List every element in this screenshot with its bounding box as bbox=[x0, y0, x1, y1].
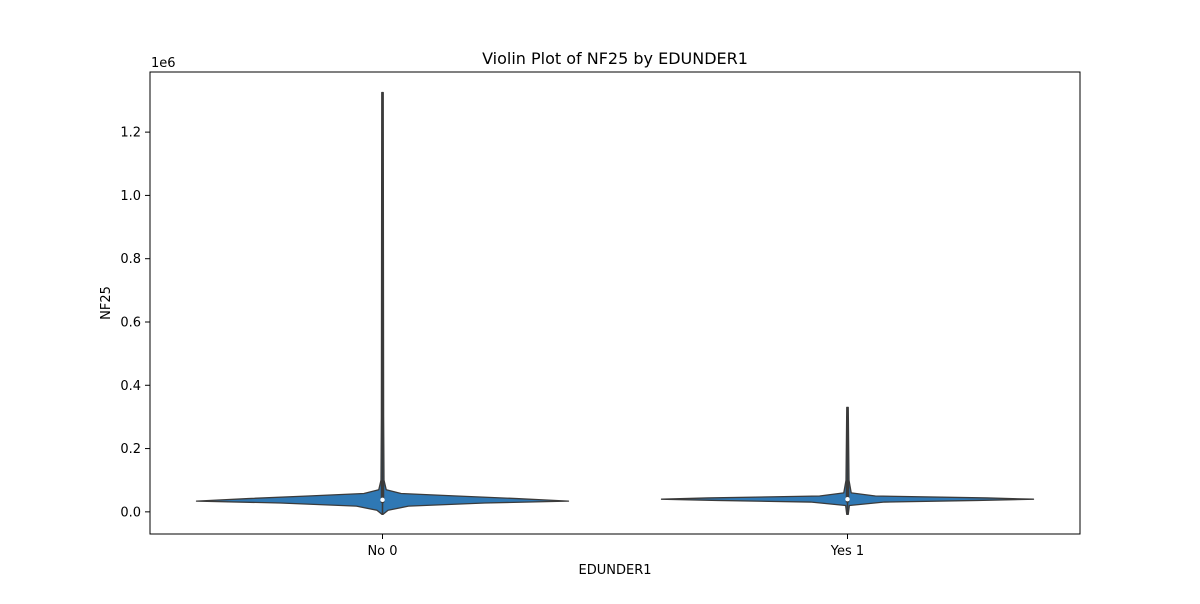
chart-title: Violin Plot of NF25 by EDUNDER1 bbox=[482, 49, 748, 68]
axes-layer: 0.0 0.2 0.4 0.6 0.8 1.0 1.2 No 0 Yes 1 bbox=[120, 126, 864, 559]
y-tick-label: 0.4 bbox=[120, 379, 141, 394]
median-point bbox=[380, 497, 385, 503]
y-axis-label: NF25 bbox=[99, 286, 114, 320]
y-tick-label: 0.2 bbox=[120, 442, 141, 457]
y-offset-label: 1e6 bbox=[151, 56, 176, 71]
median-point bbox=[845, 496, 850, 502]
y-tick-label: 1.2 bbox=[120, 126, 141, 141]
x-tick-label: Yes 1 bbox=[830, 544, 864, 559]
plot-frame bbox=[149, 71, 1081, 535]
x-tick-label: No 0 bbox=[367, 544, 397, 559]
violins-layer bbox=[195, 91, 1035, 516]
y-tick-label: 0.8 bbox=[120, 252, 141, 267]
y-tick-label: 1.0 bbox=[120, 189, 141, 204]
y-tick-label: 0.6 bbox=[120, 315, 141, 330]
y-tick-label: 0.0 bbox=[120, 505, 141, 520]
x-axis-label: EDUNDER1 bbox=[579, 563, 652, 578]
